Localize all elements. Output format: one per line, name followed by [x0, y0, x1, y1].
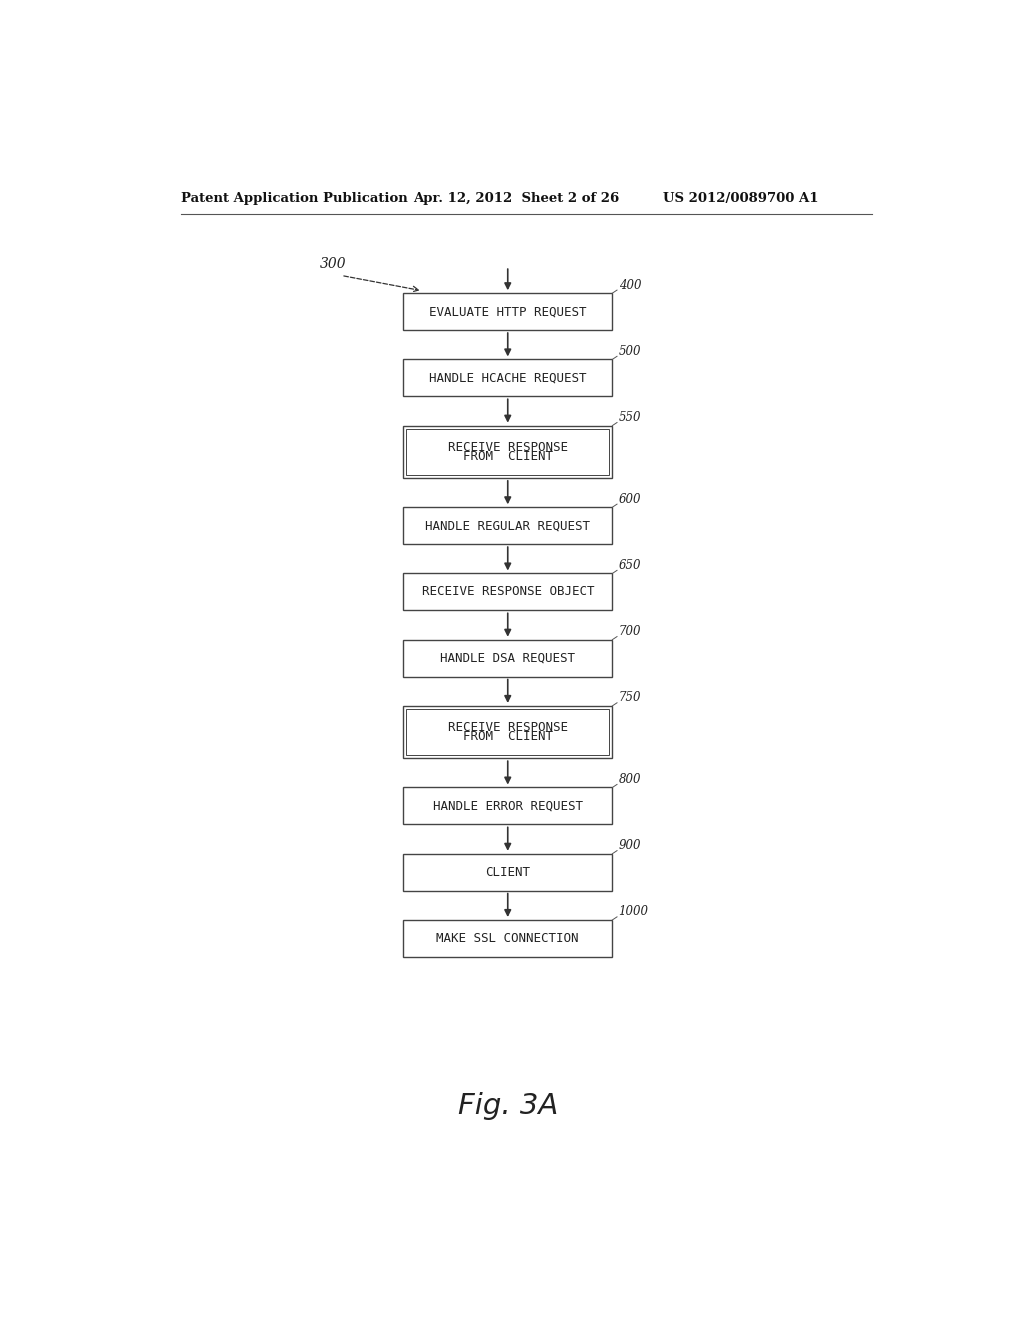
Text: 800: 800	[618, 774, 641, 785]
Text: HANDLE REGULAR REQUEST: HANDLE REGULAR REQUEST	[425, 519, 590, 532]
Bar	[403, 788, 612, 825]
Text: 900: 900	[618, 840, 641, 853]
Text: 500: 500	[618, 345, 641, 358]
Text: MAKE SSL CONNECTION: MAKE SSL CONNECTION	[436, 932, 579, 945]
Text: 700: 700	[618, 626, 641, 638]
Text: RECEIVE RESPONSE OBJECT: RECEIVE RESPONSE OBJECT	[422, 585, 594, 598]
Text: CLIENT: CLIENT	[485, 866, 530, 879]
Text: 750: 750	[618, 692, 641, 705]
Text: 1000: 1000	[618, 906, 648, 919]
Bar	[407, 709, 609, 755]
Text: Patent Application Publication: Patent Application Publication	[180, 191, 408, 205]
Bar	[403, 706, 612, 758]
Bar	[403, 507, 612, 544]
Bar	[403, 854, 612, 891]
Text: HANDLE ERROR REQUEST: HANDLE ERROR REQUEST	[433, 800, 583, 813]
Text: 400: 400	[618, 279, 641, 292]
Text: US 2012/0089700 A1: US 2012/0089700 A1	[663, 191, 818, 205]
Bar	[403, 640, 612, 677]
Bar	[403, 425, 612, 478]
Text: 650: 650	[618, 558, 641, 572]
Text: HANDLE DSA REQUEST: HANDLE DSA REQUEST	[440, 652, 575, 665]
Bar	[403, 920, 612, 957]
Text: 600: 600	[618, 492, 641, 506]
Bar	[403, 573, 612, 610]
Text: 300: 300	[321, 257, 347, 271]
Text: FROM  CLIENT: FROM CLIENT	[463, 730, 553, 743]
Bar	[407, 429, 609, 475]
Text: HANDLE HCACHE REQUEST: HANDLE HCACHE REQUEST	[429, 371, 587, 384]
Text: RECEIVE RESPONSE: RECEIVE RESPONSE	[447, 441, 567, 454]
Bar	[403, 359, 612, 396]
Bar	[403, 293, 612, 330]
Text: FROM  CLIENT: FROM CLIENT	[463, 450, 553, 463]
Text: Fig. 3A: Fig. 3A	[458, 1092, 558, 1119]
Text: RECEIVE RESPONSE: RECEIVE RESPONSE	[447, 721, 567, 734]
Text: Apr. 12, 2012  Sheet 2 of 26: Apr. 12, 2012 Sheet 2 of 26	[414, 191, 620, 205]
Text: 550: 550	[618, 411, 641, 424]
Text: EVALUATE HTTP REQUEST: EVALUATE HTTP REQUEST	[429, 305, 587, 318]
